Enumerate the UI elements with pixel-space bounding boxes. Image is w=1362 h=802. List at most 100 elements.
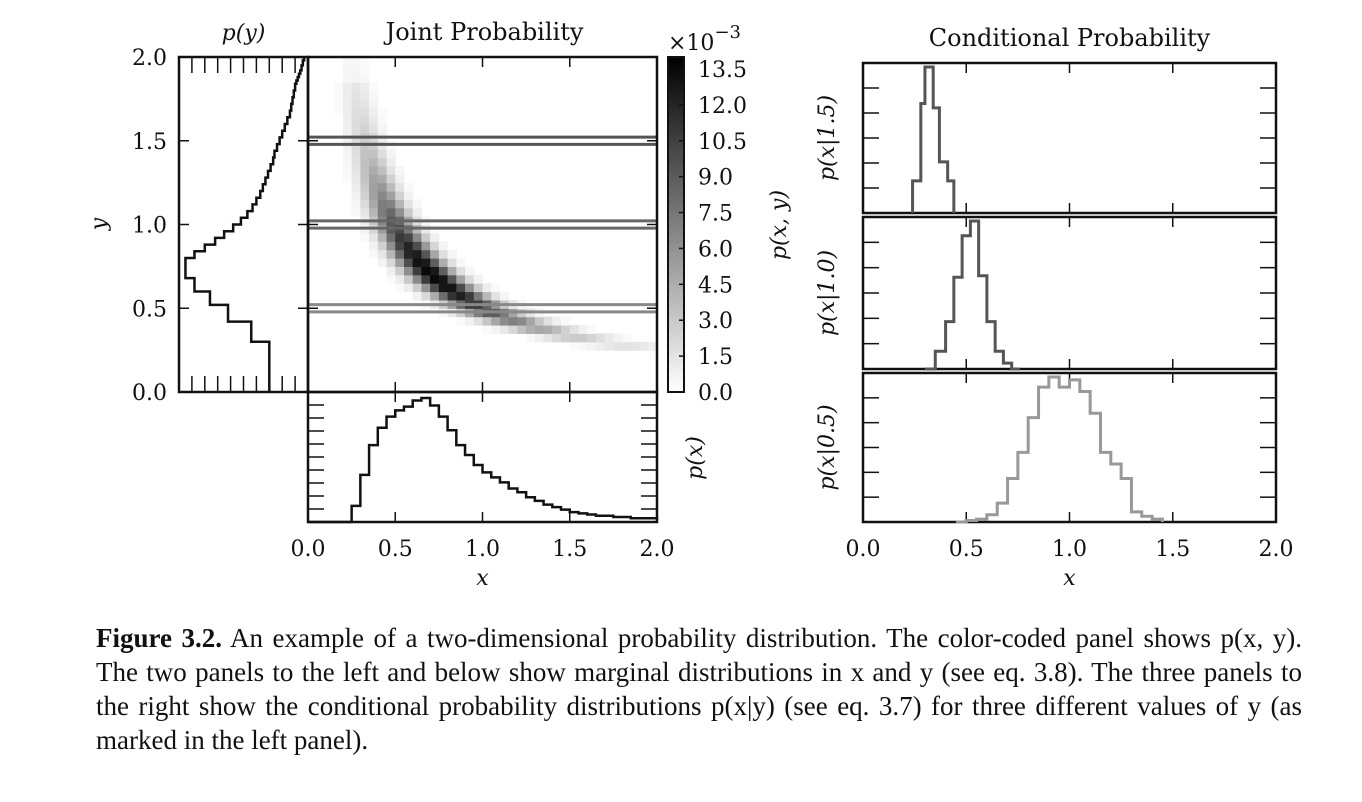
heatmap-cell	[351, 82, 361, 92]
heatmap-cell	[386, 249, 396, 259]
heatmap-cell	[377, 249, 388, 259]
heatmap-cell	[430, 249, 440, 259]
heatmap-cell	[543, 333, 553, 343]
heatmap-cell	[412, 199, 423, 209]
heatmap-cell	[386, 258, 396, 267]
heatmap-cell	[421, 241, 431, 251]
heatmap-cell	[421, 283, 431, 293]
heatmap-cell	[369, 107, 379, 117]
heatmap-cell	[499, 291, 510, 301]
heatmap-cell	[351, 149, 361, 159]
heatmap-cell	[360, 232, 370, 242]
heatmap-cell	[342, 157, 353, 167]
heatmap-cell	[360, 174, 370, 184]
conditional-ylabel: p(x|1.0)	[815, 250, 840, 336]
heatmap-cell	[561, 316, 571, 326]
x-tick-label: 0.5	[949, 537, 984, 562]
heatmap-cell	[360, 107, 370, 117]
heatmap-cell	[342, 174, 353, 184]
heatmap-cell	[369, 232, 379, 242]
heatmap-cell	[351, 124, 361, 133]
heatmap-cell	[334, 107, 344, 117]
heatmap-cell	[386, 241, 396, 251]
heatmap-cell	[543, 316, 553, 326]
heatmap-cell	[369, 115, 379, 125]
heatmap-cell	[360, 191, 370, 200]
heatmap-cell	[351, 115, 361, 125]
conditional-ylabel: p(x|1.5)	[815, 95, 840, 181]
heatmap-cell	[412, 249, 423, 259]
x-tick-label: 2.0	[640, 537, 675, 562]
heatmap-cell	[622, 341, 632, 351]
heatmap-cell	[447, 258, 457, 267]
heatmap-cell	[412, 232, 423, 242]
conditional-series	[955, 375, 1164, 524]
heatmap-cell	[377, 149, 388, 159]
heatmap-cell	[499, 316, 510, 326]
heatmap-cell	[587, 341, 597, 351]
heatmap-cell	[403, 258, 414, 267]
heatmap-cell	[369, 241, 379, 251]
heatmap-cell	[369, 207, 379, 217]
heatmap-cell	[334, 90, 344, 100]
heatmap-cell	[351, 165, 361, 175]
heatmap-cell	[351, 90, 361, 100]
figure-caption: Figure 3.2. An example of a two-dimensio…	[96, 621, 1302, 757]
heatmap-cell	[377, 107, 388, 117]
heatmap-cell	[395, 283, 405, 293]
heatmap-cell	[395, 266, 405, 276]
heatmap-cell	[421, 249, 431, 259]
heatmap-cell	[491, 283, 501, 293]
heatmap-cell	[447, 274, 457, 284]
heatmap-cell	[351, 182, 361, 192]
heatmap-cell	[342, 115, 353, 125]
heatmap-cell	[369, 165, 379, 175]
heatmap-cell	[412, 283, 423, 293]
heatmap-cell	[377, 258, 388, 267]
heatmap-cell	[386, 199, 396, 209]
heatmap-cell	[377, 124, 388, 133]
heatmap-cell	[438, 258, 449, 267]
heatmap-cell	[578, 333, 588, 343]
heatmap-cell	[342, 98, 353, 108]
heatmap-cell	[351, 174, 361, 184]
heatmap-cell	[491, 291, 501, 301]
joint-probability-panel: Joint Probability	[306, 18, 659, 394]
conditional-frame	[861, 215, 1278, 371]
heatmap-cell	[386, 174, 396, 184]
heatmap-cell	[403, 191, 414, 200]
heatmap-cell	[412, 241, 423, 251]
heatmap-cell	[369, 249, 379, 259]
heatmap-cell	[465, 274, 475, 284]
heatmap-cell	[569, 333, 580, 343]
heatmap-cell	[351, 191, 361, 200]
heatmap-cell	[386, 149, 396, 159]
heatmap-cell	[447, 291, 457, 301]
colorbar-tick-label: 13.5	[698, 58, 747, 83]
colorbar-tick-label: 3.0	[698, 309, 733, 334]
heatmap-cell	[386, 266, 396, 276]
heatmap-cell	[369, 82, 379, 92]
conditional-title: Conditional Probability	[929, 24, 1211, 52]
heatmap-cell	[561, 333, 571, 343]
heatmap-cell	[360, 57, 370, 66]
heatmap-cell	[595, 341, 606, 351]
heatmap-cell	[412, 266, 423, 276]
heatmap-cell	[482, 283, 492, 293]
heatmap-cell	[482, 316, 492, 326]
heatmap-cell	[421, 291, 431, 301]
heatmap-cell	[369, 174, 379, 184]
marginal-y-title: p(y)	[222, 21, 266, 46]
heatmap-cell	[447, 249, 457, 259]
heatmap-cell	[578, 325, 588, 334]
colorbar-tick-label: 7.5	[698, 202, 733, 227]
heatmap-cell	[360, 207, 370, 217]
heatmap-cell	[351, 65, 361, 75]
heatmap-cell	[334, 82, 344, 92]
heatmap-cell	[552, 333, 562, 343]
heatmap-cell	[491, 316, 501, 326]
heatmap-cell	[438, 266, 449, 276]
heatmap-cell	[438, 283, 449, 293]
x-tick-label: 1.0	[465, 537, 500, 562]
heatmap-cell	[386, 232, 396, 242]
